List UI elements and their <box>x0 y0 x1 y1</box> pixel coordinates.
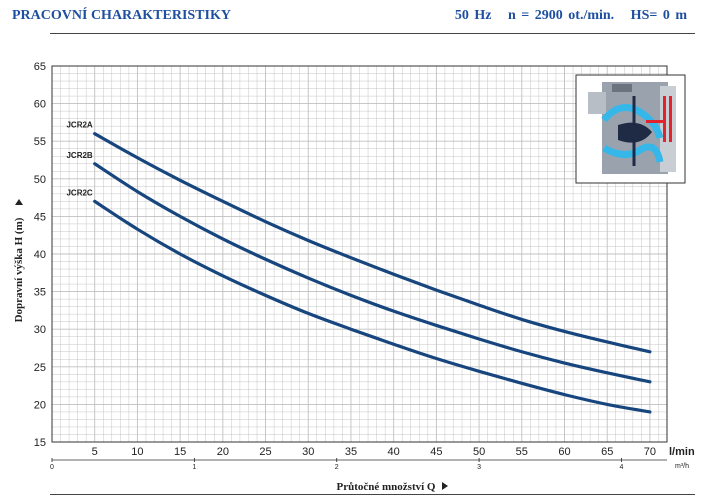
y-tick-label: 25 <box>34 362 46 374</box>
y-tick-label: 40 <box>34 249 46 261</box>
x2-tick-label: 2 <box>335 464 339 471</box>
x2-tick-label: 1 <box>192 464 196 471</box>
x-tick-labels: 5 10 15 20 25 30 35 40 45 50 55 60 65 70 <box>92 446 656 458</box>
x2-tick-label: 4 <box>619 464 623 471</box>
x-tick-label: 40 <box>388 446 400 458</box>
x-tick-label: 30 <box>302 446 314 458</box>
operating-conditions: 50 Hz n = 2900 ot./min. HS= 0 m <box>454 8 687 23</box>
x-axis-label: Průtočné množství Q <box>337 481 436 493</box>
y-tick-label: 65 <box>34 61 46 73</box>
plot-frame <box>51 65 668 443</box>
x2-unit-label: m³/h <box>675 463 689 470</box>
series-label: JCR2B <box>66 151 92 160</box>
top-divider <box>50 33 695 34</box>
x-tick-label: 45 <box>430 446 442 458</box>
y-tick-label: 45 <box>34 211 46 223</box>
y-axis-label: Dopravní výška H (m) <box>13 217 25 322</box>
y-tick-label: 30 <box>34 324 46 336</box>
x2-tick-label: 0 <box>50 464 54 471</box>
y-tick-label: 20 <box>34 399 46 411</box>
x-tick-label: 35 <box>345 446 357 458</box>
chart-frame <box>51 65 668 461</box>
x-unit-label: l/min <box>669 446 695 458</box>
x-tick-label: 55 <box>516 446 528 458</box>
x-tick-label: 20 <box>217 446 229 458</box>
x-tick-label: 10 <box>131 446 143 458</box>
x-tick-label: 5 <box>92 446 98 458</box>
y-tick-label: 35 <box>34 287 46 299</box>
x-tick-label: 25 <box>259 446 271 458</box>
curve-jcr2c <box>93 199 652 414</box>
series-label: JCR2A <box>66 121 92 130</box>
chart-grid <box>51 65 668 443</box>
series-label: JCR2C <box>66 188 92 197</box>
series-labels: JCR2A JCR2B JCR2C <box>66 121 92 198</box>
x-tick-label: 60 <box>558 446 570 458</box>
x-axis-arrow-icon <box>442 482 448 490</box>
pump-cross-section-icon <box>575 74 686 184</box>
x-tick-label: 15 <box>174 446 186 458</box>
x-tick-label: 50 <box>473 446 485 458</box>
page-title: PRACOVNÍ CHARAKTERISTIKY <box>12 8 231 23</box>
y-tick-labels: 15 20 25 30 35 40 45 50 55 60 65 <box>34 61 46 449</box>
curve-jcr2a <box>93 132 652 354</box>
y-axis-arrow-icon <box>15 199 23 205</box>
series-curves <box>93 132 652 414</box>
x2-tick-labels: 0 1 2 3 4 <box>50 458 623 471</box>
x-tick-label: 65 <box>601 446 613 458</box>
x2-tick-label: 3 <box>477 464 481 471</box>
bottom-divider <box>50 494 695 495</box>
y-tick-label: 15 <box>34 437 46 449</box>
curve-jcr2b <box>93 162 652 384</box>
y-tick-label: 55 <box>34 136 46 148</box>
x-tick-label: 70 <box>644 446 656 458</box>
y-tick-label: 60 <box>34 99 46 111</box>
y-tick-label: 50 <box>34 174 46 186</box>
